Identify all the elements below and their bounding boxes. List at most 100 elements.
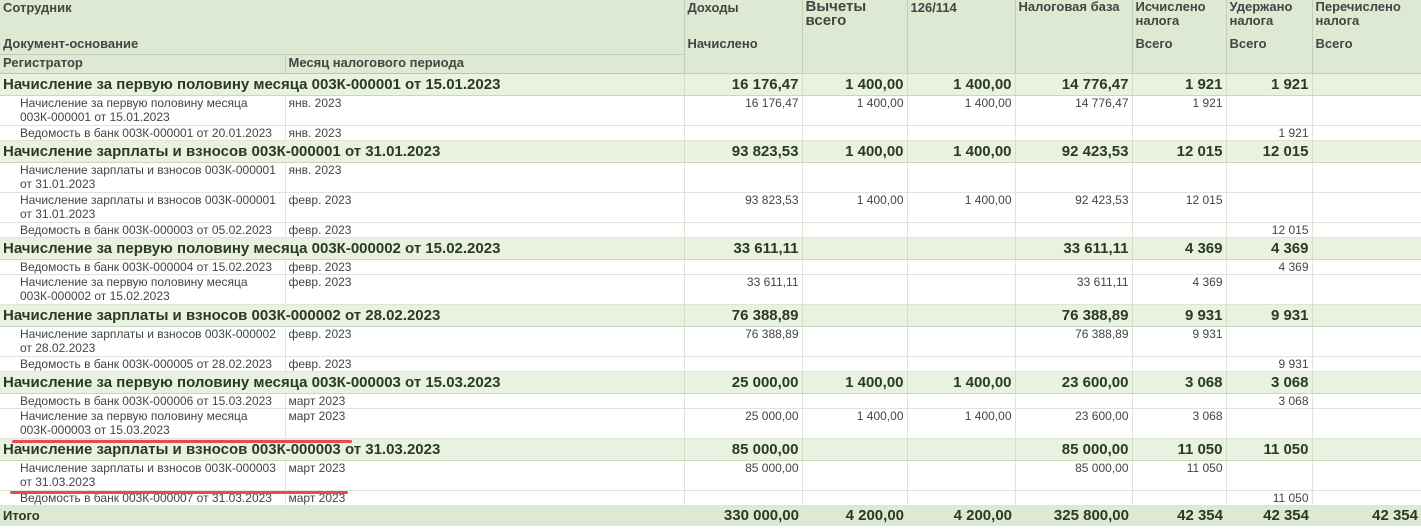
detail-transferred bbox=[1311, 259, 1421, 275]
group-title: Начисление за первую половину месяца 003… bbox=[0, 237, 684, 260]
detail-row[interactable]: Ведомость в банк 003К-000006 от 15.03.20… bbox=[0, 393, 1421, 409]
detail-accrued: 33 611,11 bbox=[683, 274, 802, 305]
detail-document[interactable]: Начисление зарплаты и взносов 003К-00000… bbox=[0, 326, 285, 357]
detail-accrued: 16 176,47 bbox=[683, 95, 802, 126]
detail-row[interactable]: Начисление зарплаты и взносов 003К-00000… bbox=[0, 326, 1421, 357]
report-body: Начисление за первую половину месяца 003… bbox=[0, 73, 1421, 506]
group-transferred bbox=[1311, 371, 1421, 394]
detail-document[interactable]: Начисление за первую половину месяца 003… bbox=[0, 408, 285, 439]
header-deductions: Вычеты всего bbox=[801, 0, 907, 74]
detail-calculated bbox=[1131, 222, 1226, 238]
group-title: Начисление за первую половину месяца 003… bbox=[0, 371, 684, 394]
detail-row[interactable]: Ведомость в банк 003К-000005 от 28.02.20… bbox=[0, 356, 1421, 372]
group-row[interactable]: Начисление за первую половину месяца 003… bbox=[0, 371, 1421, 394]
detail-row[interactable]: Начисление зарплаты и взносов 003К-00000… bbox=[0, 192, 1421, 223]
detail-document[interactable]: Начисление за первую половину месяца 003… bbox=[0, 95, 285, 126]
detail-withheld: 1 921 bbox=[1225, 125, 1312, 141]
detail-tax-base bbox=[1014, 222, 1132, 238]
detail-transferred bbox=[1311, 125, 1421, 141]
group-row[interactable]: Начисление зарплаты и взносов 003К-00000… bbox=[0, 438, 1421, 461]
group-transferred bbox=[1311, 140, 1421, 163]
detail-withheld: 9 931 bbox=[1225, 356, 1312, 372]
detail-tax-base bbox=[1014, 356, 1132, 372]
group-withheld: 1 921 bbox=[1225, 73, 1312, 96]
detail-calculated: 1 921 bbox=[1131, 95, 1226, 126]
group-tax-base: 76 388,89 bbox=[1014, 304, 1132, 327]
header-withheld: Удержано налога bbox=[1225, 0, 1312, 36]
group-row[interactable]: Начисление за первую половину месяца 003… bbox=[0, 237, 1421, 260]
group-row[interactable]: Начисление за первую половину месяца 003… bbox=[0, 73, 1421, 96]
group-withheld: 9 931 bbox=[1225, 304, 1312, 327]
detail-row[interactable]: Ведомость в банк 003К-000003 от 05.02.20… bbox=[0, 222, 1421, 238]
detail-row[interactable]: Начисление за первую половину месяца 003… bbox=[0, 95, 1421, 126]
detail-tax-base: 76 388,89 bbox=[1014, 326, 1132, 357]
group-deductions: 1 400,00 bbox=[801, 140, 907, 163]
group-accrued: 25 000,00 bbox=[683, 371, 802, 394]
detail-document[interactable]: Ведомость в банк 003К-000005 от 28.02.20… bbox=[0, 356, 285, 372]
detail-row[interactable]: Ведомость в банк 003К-000001 от 20.01.20… bbox=[0, 125, 1421, 141]
header-registrar: Регистратор bbox=[0, 54, 285, 74]
detail-deductions: 1 400,00 bbox=[801, 192, 907, 223]
detail-tax-base: 23 600,00 bbox=[1014, 408, 1132, 439]
detail-deductions bbox=[801, 222, 907, 238]
detail-transferred bbox=[1311, 326, 1421, 357]
detail-row[interactable]: Начисление зарплаты и взносов 003К-00000… bbox=[0, 162, 1421, 193]
group-transferred bbox=[1311, 237, 1421, 260]
detail-deductions bbox=[801, 393, 907, 409]
detail-withheld bbox=[1225, 460, 1312, 491]
group-calculated: 1 921 bbox=[1131, 73, 1226, 96]
detail-deductions bbox=[801, 460, 907, 491]
detail-document[interactable]: Ведомость в банк 003К-000003 от 05.02.20… bbox=[0, 222, 285, 238]
detail-withheld bbox=[1225, 326, 1312, 357]
group-code126 bbox=[906, 237, 1015, 260]
detail-month: март 2023 bbox=[284, 408, 684, 439]
totals-deductions: 4 200,00 bbox=[802, 505, 907, 526]
group-tax-base: 85 000,00 bbox=[1014, 438, 1132, 461]
detail-month: март 2023 bbox=[284, 393, 684, 409]
detail-row[interactable]: Начисление зарплаты и взносов 003К-00000… bbox=[0, 460, 1421, 491]
detail-withheld bbox=[1225, 162, 1312, 193]
detail-accrued bbox=[683, 490, 802, 506]
group-row[interactable]: Начисление зарплаты и взносов 003К-00000… bbox=[0, 140, 1421, 163]
group-withheld: 4 369 bbox=[1225, 237, 1312, 260]
group-calculated: 4 369 bbox=[1131, 237, 1226, 260]
detail-document[interactable]: Начисление зарплаты и взносов 003К-00000… bbox=[0, 460, 285, 491]
totals-code126: 4 200,00 bbox=[907, 505, 1015, 526]
header-code126: 126/114 bbox=[906, 0, 1015, 74]
detail-month: февр. 2023 bbox=[284, 222, 684, 238]
group-title: Начисление за первую половину месяца 003… bbox=[0, 73, 684, 96]
detail-withheld bbox=[1225, 274, 1312, 305]
group-title: Начисление зарплаты и взносов 003К-00000… bbox=[0, 438, 684, 461]
detail-withheld: 3 068 bbox=[1225, 393, 1312, 409]
detail-document[interactable]: Ведомость в банк 003К-000001 от 20.01.20… bbox=[0, 125, 285, 141]
detail-row[interactable]: Ведомость в банк 003К-000004 от 15.02.20… bbox=[0, 259, 1421, 275]
detail-document[interactable]: Ведомость в банк 003К-000006 от 15.03.20… bbox=[0, 393, 285, 409]
group-deductions: 1 400,00 bbox=[801, 371, 907, 394]
detail-document[interactable]: Начисление зарплаты и взносов 003К-00000… bbox=[0, 192, 285, 223]
detail-calculated bbox=[1131, 162, 1226, 193]
detail-document[interactable]: Ведомость в банк 003К-000007 от 31.03.20… bbox=[0, 490, 285, 506]
detail-accrued: 85 000,00 bbox=[683, 460, 802, 491]
detail-tax-base bbox=[1014, 259, 1132, 275]
annotation-underline bbox=[12, 440, 352, 443]
detail-document[interactable]: Ведомость в банк 003К-000004 от 15.02.20… bbox=[0, 259, 285, 275]
detail-calculated bbox=[1131, 356, 1226, 372]
detail-accrued: 93 823,53 bbox=[683, 192, 802, 223]
group-code126 bbox=[906, 304, 1015, 327]
group-tax-base: 14 776,47 bbox=[1014, 73, 1132, 96]
totals-row: Итого 330 000,00 4 200,00 4 200,00 325 8… bbox=[0, 505, 1421, 526]
detail-document[interactable]: Начисление за первую половину месяца 003… bbox=[0, 274, 285, 305]
detail-deductions bbox=[801, 356, 907, 372]
detail-code126: 1 400,00 bbox=[906, 192, 1015, 223]
group-deductions bbox=[801, 237, 907, 260]
detail-code126 bbox=[906, 162, 1015, 193]
detail-calculated: 4 369 bbox=[1131, 274, 1226, 305]
detail-document[interactable]: Начисление зарплаты и взносов 003К-00000… bbox=[0, 162, 285, 193]
detail-transferred bbox=[1311, 393, 1421, 409]
detail-row[interactable]: Ведомость в банк 003К-000007 от 31.03.20… bbox=[0, 490, 1421, 506]
detail-row[interactable]: Начисление за первую половину месяца 003… bbox=[0, 408, 1421, 439]
detail-code126 bbox=[906, 356, 1015, 372]
detail-deductions bbox=[801, 274, 907, 305]
detail-row[interactable]: Начисление за первую половину месяца 003… bbox=[0, 274, 1421, 305]
group-row[interactable]: Начисление зарплаты и взносов 003К-00000… bbox=[0, 304, 1421, 327]
